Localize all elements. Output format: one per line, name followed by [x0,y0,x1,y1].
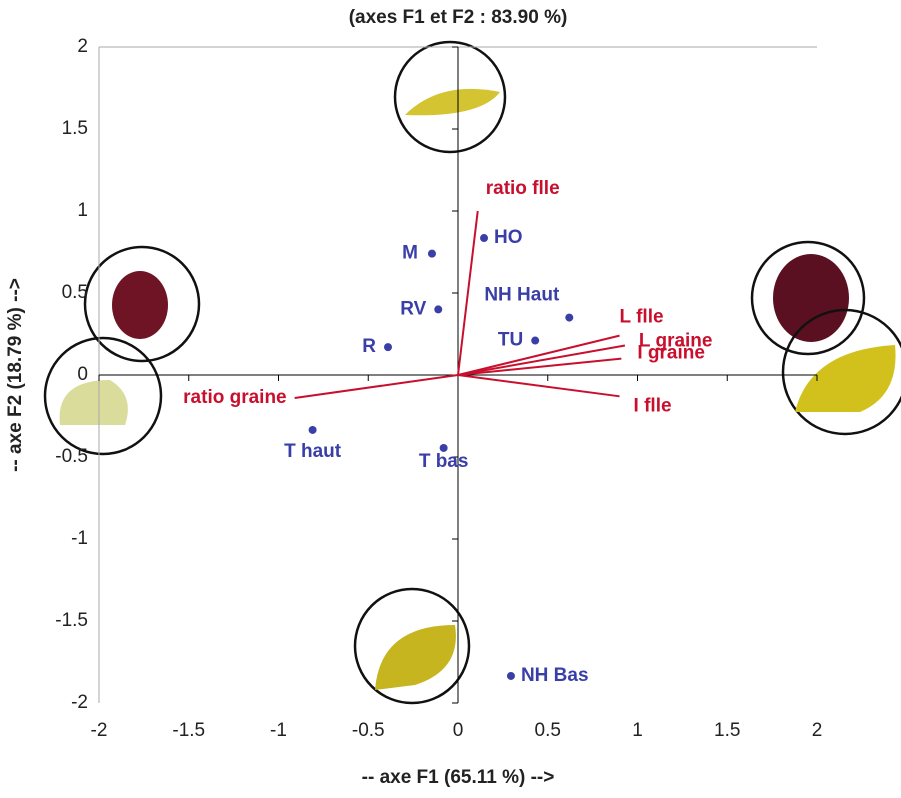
vector-label: I flle [634,395,672,416]
y-axis-label: -- axe F2 (18.79 %) --> [5,278,26,472]
point-label: RV [400,298,426,319]
point [565,314,573,322]
vector-label: L flle [620,307,664,328]
x-tick-label: 0.5 [535,720,561,741]
x-tick-label: -0.5 [352,720,385,741]
point [384,343,392,351]
x-tick-label: 0 [453,720,464,741]
x-tick-label: -1 [270,720,287,741]
point [507,672,515,680]
vector-label: ratio graine [183,387,286,408]
x-tick-label: 1 [632,720,643,741]
loading-vector [458,375,620,396]
point-label: NH Haut [484,285,560,306]
y-tick-label: -2 [71,692,88,713]
y-tick-label: 1 [77,200,88,221]
point [434,305,442,313]
y-tick-label: 0 [77,364,88,385]
y-tick-label: 0.5 [62,282,88,303]
y-tick-label: -1.5 [55,610,88,631]
point [428,250,436,258]
y-tick-label: -1 [71,528,88,549]
point-label: T bas [419,451,469,472]
point-label: R [362,336,376,357]
y-tick-label: 2 [77,36,88,57]
x-axis-label: -- axe F1 (65.11 %) --> [362,767,555,788]
point-label: HO [494,227,522,248]
point [480,234,488,242]
y-tick-label: 1.5 [62,118,88,139]
vector-label: ratio flle [486,178,560,199]
x-tick-label: -2 [91,720,108,741]
chart-title: (axes F1 et F2 : 83.90 %) [349,7,568,28]
point [531,337,539,345]
x-tick-label: 2 [812,720,823,741]
point-label: TU [498,330,523,351]
vector-label: I graine [637,343,705,364]
y-tick-label: -0.5 [55,446,88,467]
loading-vector [295,375,458,398]
point [309,426,317,434]
x-tick-label: 1.5 [714,720,740,741]
chart: (axes F1 et F2 : 83.90 %) -- axe F1 (65.… [0,0,901,798]
point-label: NH Bas [521,665,589,686]
point-label: T haut [284,441,342,462]
point-label: M [402,243,418,264]
x-tick-label: -1.5 [172,720,205,741]
loading-vector [458,211,478,375]
